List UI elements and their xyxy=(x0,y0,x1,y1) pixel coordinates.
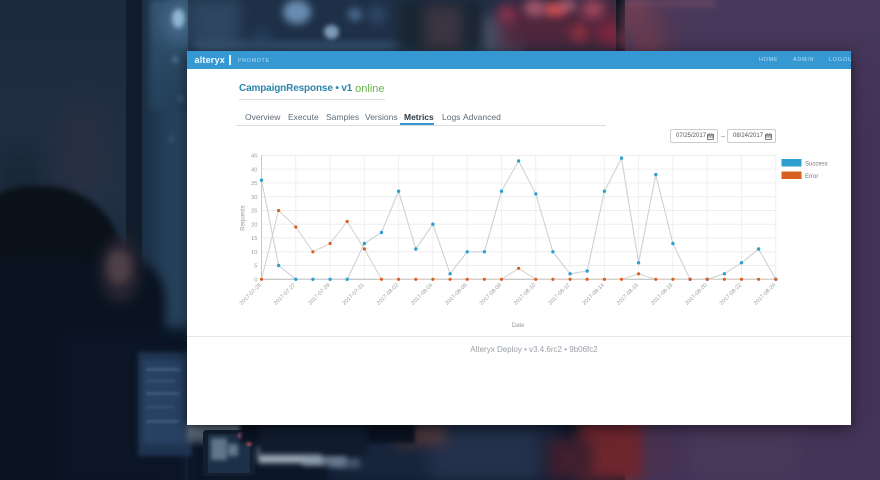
svg-text:Success: Success xyxy=(805,162,828,168)
svg-text:2017-08-24: 2017-08-24 xyxy=(753,282,777,306)
svg-text:2017-08-12: 2017-08-12 xyxy=(547,282,571,306)
svg-text:2017-08-22: 2017-08-22 xyxy=(719,282,743,306)
svg-text:5: 5 xyxy=(254,264,257,270)
svg-text:25: 25 xyxy=(251,209,257,215)
svg-text:15: 15 xyxy=(251,236,257,242)
svg-text:40: 40 xyxy=(251,167,257,173)
svg-text:Requests: Requests xyxy=(241,205,247,230)
svg-text:Error: Error xyxy=(805,174,818,180)
svg-text:2017-08-18: 2017-08-18 xyxy=(650,282,674,306)
svg-text:2017-08-08: 2017-08-08 xyxy=(479,282,503,306)
svg-text:2017-07-27: 2017-07-27 xyxy=(273,282,297,306)
svg-text:2017-08-04: 2017-08-04 xyxy=(410,282,434,306)
svg-text:2017-08-14: 2017-08-14 xyxy=(582,282,606,306)
svg-text:30: 30 xyxy=(251,195,257,201)
svg-text:2017-08-16: 2017-08-16 xyxy=(616,282,640,306)
svg-text:45: 45 xyxy=(251,154,257,160)
svg-text:20: 20 xyxy=(251,222,257,228)
svg-text:10: 10 xyxy=(251,250,257,256)
svg-text:0: 0 xyxy=(254,278,257,284)
svg-text:2017-08-20: 2017-08-20 xyxy=(684,282,708,306)
svg-text:35: 35 xyxy=(251,181,257,187)
svg-text:2017-07-25: 2017-07-25 xyxy=(239,282,263,306)
svg-text:2017-08-02: 2017-08-02 xyxy=(376,282,400,306)
svg-text:2017-08-06: 2017-08-06 xyxy=(444,282,468,306)
svg-text:2017-07-29: 2017-07-29 xyxy=(307,282,331,306)
svg-text:Date: Date xyxy=(512,323,525,329)
svg-text:2017-08-10: 2017-08-10 xyxy=(513,282,537,306)
svg-text:2017-07-31: 2017-07-31 xyxy=(342,282,366,306)
